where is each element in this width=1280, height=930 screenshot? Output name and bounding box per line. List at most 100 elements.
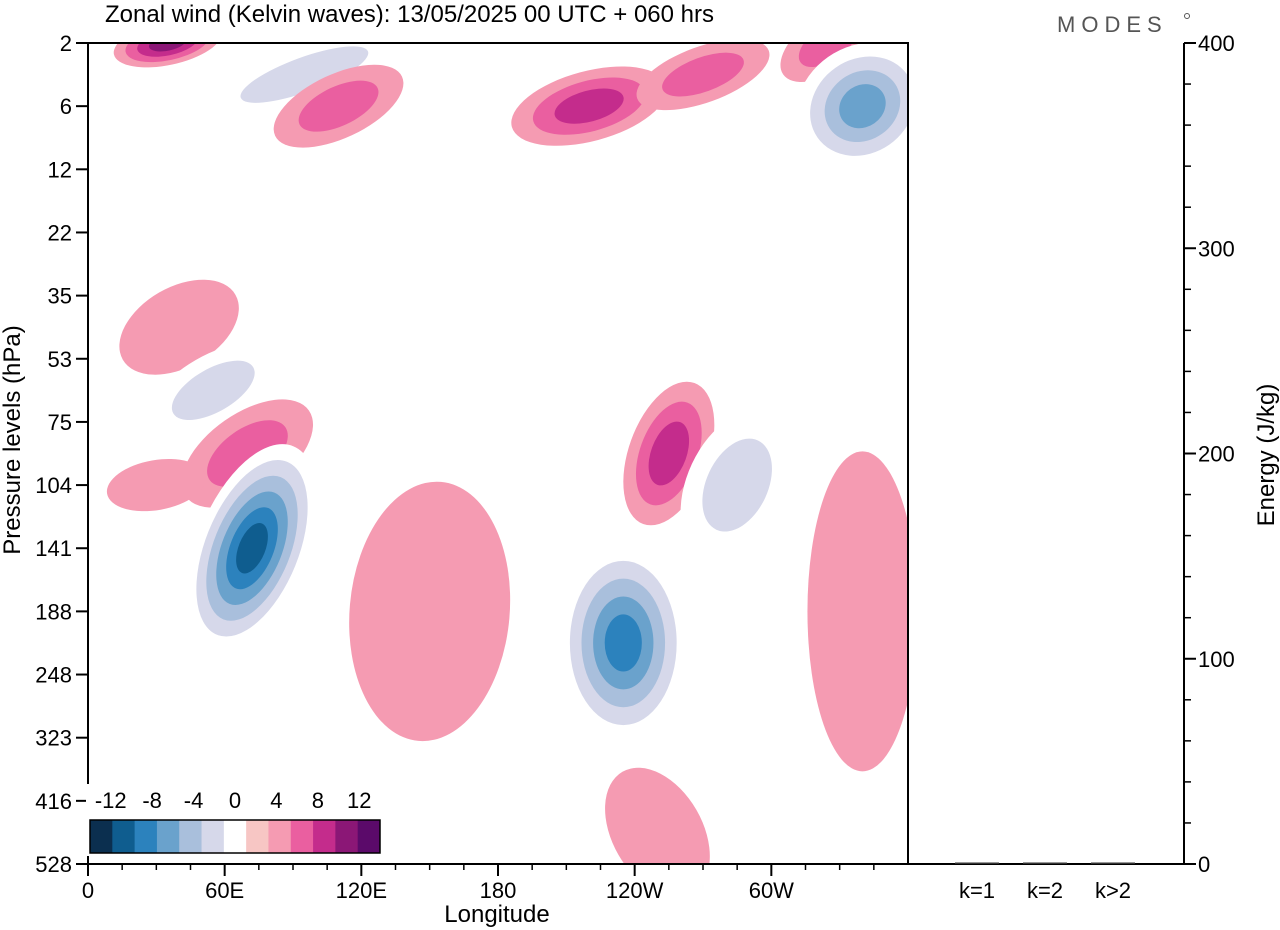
contour-field bbox=[106, 43, 908, 864]
logo-mark-icon bbox=[1184, 13, 1190, 19]
contour-feature bbox=[636, 43, 770, 111]
y-tick-label: 528 bbox=[35, 852, 72, 877]
colorbar-frame bbox=[89, 819, 381, 854]
y-tick-label: 75 bbox=[48, 410, 72, 435]
colorbar-swatch bbox=[223, 820, 247, 853]
y-tick-label: 141 bbox=[35, 536, 72, 561]
modes-logo: MODES bbox=[1057, 12, 1168, 37]
y-tick-label: 22 bbox=[48, 220, 72, 245]
energy-tick-label: 0 bbox=[1198, 852, 1210, 877]
colorbar-swatch bbox=[90, 820, 113, 853]
contour-band bbox=[605, 767, 710, 864]
y-tick-label: 416 bbox=[35, 789, 72, 814]
contour-band bbox=[662, 52, 744, 97]
colorbar-swatch bbox=[357, 820, 381, 853]
contour-feature bbox=[119, 279, 239, 375]
contour-feature bbox=[680, 409, 794, 561]
energy-tick-label: 400 bbox=[1198, 31, 1235, 56]
contour-feature bbox=[605, 767, 710, 864]
energy-category-label: k=1 bbox=[959, 878, 995, 903]
y-tick-label: 188 bbox=[35, 599, 72, 624]
contour-band bbox=[604, 614, 642, 672]
colorbar-label: 8 bbox=[312, 788, 324, 813]
contour-band bbox=[171, 360, 255, 421]
x-tick-label: 120E bbox=[336, 878, 387, 903]
contour-band bbox=[106, 458, 206, 512]
contour-feature bbox=[558, 542, 689, 743]
contour-band bbox=[207, 420, 288, 487]
energy-category-label: k>2 bbox=[1095, 878, 1131, 903]
energy-y-axis: 0 100 200 300 400 bbox=[1184, 31, 1235, 877]
x-tick-label: 120W bbox=[606, 878, 664, 903]
contour-band bbox=[554, 88, 624, 124]
y-tick-label: 53 bbox=[48, 347, 72, 372]
y-tick-label: 12 bbox=[48, 157, 72, 182]
contour-band bbox=[119, 279, 239, 375]
contour-feature bbox=[200, 43, 409, 121]
colorbar-swatch bbox=[313, 820, 336, 853]
energy-axis-title: Energy (J/kg) bbox=[1253, 384, 1280, 527]
colorbar-swatch bbox=[246, 820, 269, 853]
colorbar-label: 12 bbox=[347, 788, 371, 813]
contour-feature bbox=[807, 451, 908, 772]
contour-band bbox=[807, 451, 908, 772]
energy-bar-panel: k=1 k=2 k>2 0 100 200 300 400 Energy (J/kg) bbox=[908, 31, 1280, 903]
contour-feature bbox=[795, 43, 908, 170]
contour-feature bbox=[273, 64, 404, 148]
energy-tick-label: 200 bbox=[1198, 442, 1235, 467]
contour-band bbox=[839, 84, 886, 129]
y-tick-label: 104 bbox=[35, 473, 72, 498]
colorbar-swatch bbox=[201, 820, 225, 853]
contour-band bbox=[240, 46, 369, 103]
contour-band bbox=[648, 421, 690, 486]
colorbar-label: 4 bbox=[270, 788, 282, 813]
energy-bar bbox=[1023, 862, 1067, 864]
y-tick-label: 35 bbox=[48, 284, 72, 309]
contour-feature bbox=[113, 43, 222, 68]
contour-feature bbox=[106, 458, 206, 512]
colorbar-label: 0 bbox=[229, 788, 241, 813]
y-tick-label: 6 bbox=[60, 94, 72, 119]
y-tick-label: 323 bbox=[35, 726, 72, 751]
chart-title: Zonal wind (Kelvin waves): 13/05/2025 00… bbox=[105, 1, 714, 28]
y-tick-label: 248 bbox=[35, 663, 72, 688]
colorbar-swatch bbox=[134, 820, 158, 853]
colorbar-label: -12 bbox=[95, 788, 127, 813]
wind-heatmap-panel: 0 60E 120E 180 120W 60W 2 6 12 22 35 53 75 104 141 188… bbox=[0, 31, 909, 928]
y-axis-title: Pressure levels (hPa) bbox=[0, 325, 26, 554]
x-axis: 0 60E 120E 180 120W 60W bbox=[82, 864, 875, 903]
colorbar-swatch bbox=[335, 820, 359, 853]
x-tick-label: 60W bbox=[749, 878, 794, 903]
contour-feature bbox=[780, 43, 877, 83]
energy-category-label: k=2 bbox=[1027, 878, 1063, 903]
contour-band bbox=[798, 43, 858, 68]
y-tick-label: 2 bbox=[60, 31, 72, 56]
contour-feature bbox=[511, 66, 667, 146]
energy-bars: k=1 k=2 k>2 bbox=[955, 862, 1135, 903]
energy-bar bbox=[1091, 862, 1135, 864]
colorbar-swatch bbox=[290, 820, 314, 853]
energy-bar bbox=[955, 862, 999, 864]
contour-band bbox=[702, 438, 772, 532]
colorbar-swatch bbox=[112, 820, 136, 853]
x-axis-title: Longitude bbox=[444, 901, 549, 928]
colorbar-swatch bbox=[156, 820, 180, 853]
y-axis: 2 6 12 22 35 53 75 104 141 188 248 323 416 528 bbox=[35, 31, 88, 877]
x-tick-label: 0 bbox=[82, 878, 94, 903]
colorbar-swatch bbox=[179, 820, 203, 853]
x-tick-label: 60E bbox=[205, 878, 244, 903]
contour-feature bbox=[186, 444, 318, 653]
energy-tick-label: 100 bbox=[1198, 647, 1235, 672]
contour-band bbox=[236, 523, 268, 574]
contour-band bbox=[349, 481, 511, 742]
x-tick-label: 180 bbox=[480, 878, 517, 903]
colorbar-legend: -12 -8 -4 0 4 8 12 bbox=[86, 784, 384, 856]
contour-feature bbox=[349, 481, 511, 742]
energy-tick-label: 300 bbox=[1198, 236, 1235, 261]
contour-band bbox=[298, 80, 379, 132]
contour-feature bbox=[146, 342, 281, 439]
contour-band bbox=[148, 43, 187, 52]
colorbar-label: -8 bbox=[142, 788, 162, 813]
colorbar-swatch bbox=[268, 820, 292, 853]
